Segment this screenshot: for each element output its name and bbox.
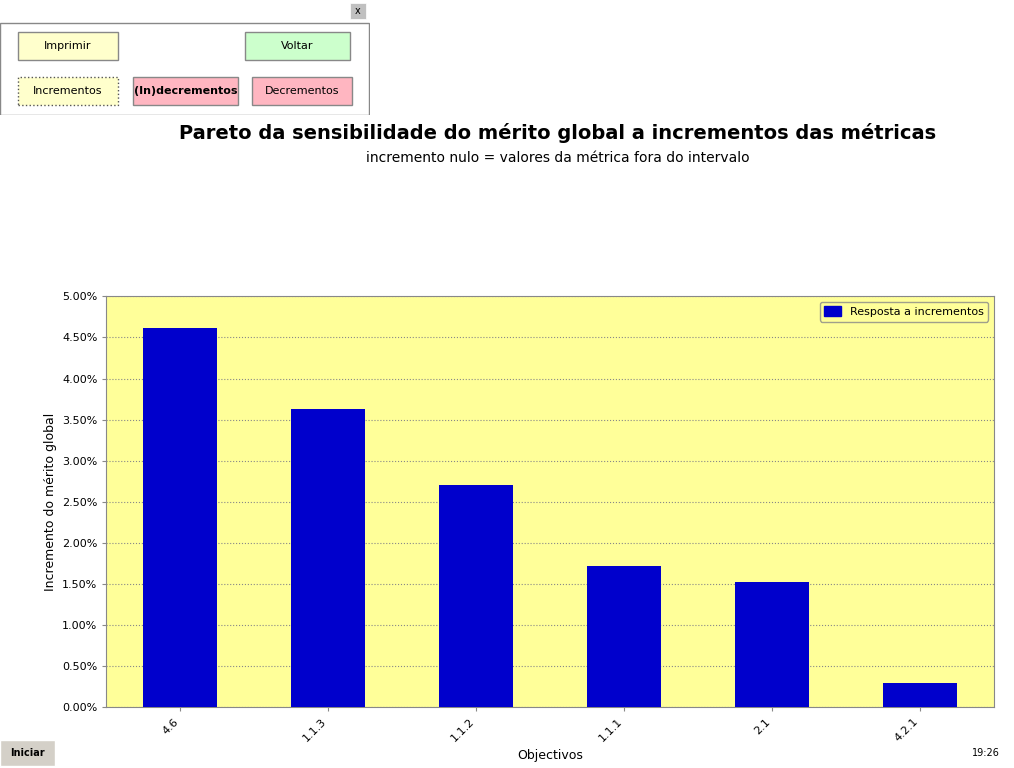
Text: Decrementos: Decrementos (265, 86, 340, 96)
Bar (735, 582, 809, 707)
Text: x: x (355, 6, 361, 16)
Bar (291, 409, 365, 707)
FancyBboxPatch shape (133, 77, 238, 105)
Text: incremento nulo = valores da métrica fora do intervalo: incremento nulo = valores da métrica for… (366, 151, 749, 165)
Text: Voltar: Voltar (281, 41, 313, 51)
Bar (350, 3, 366, 19)
FancyBboxPatch shape (252, 77, 352, 105)
Bar (0, 740, 55, 766)
Text: Incrementos: Incrementos (33, 86, 102, 96)
Bar (143, 329, 217, 707)
X-axis label: Objectivos: Objectivos (517, 749, 583, 762)
Y-axis label: Incremento do mérito global: Incremento do mérito global (44, 412, 57, 591)
Text: Iniciar: Iniciar (10, 748, 45, 758)
Bar (439, 485, 513, 707)
Text: Pareto da sensibilidade do mérito global a incrementos das métricas: Pareto da sensibilidade do mérito global… (179, 123, 936, 143)
FancyBboxPatch shape (18, 32, 118, 60)
FancyBboxPatch shape (18, 77, 118, 105)
Text: (In)decrementos: (In)decrementos (134, 86, 237, 96)
Text: Imprimir: Imprimir (45, 41, 91, 51)
Legend: Resposta a incrementos: Resposta a incrementos (820, 302, 989, 322)
Text: Gráficos da Sensibilidade: Gráficos da Sensibilidade (8, 6, 166, 16)
Bar (883, 683, 957, 707)
FancyBboxPatch shape (245, 32, 350, 60)
Text: 19:26: 19:26 (972, 748, 1000, 758)
Bar (587, 566, 661, 707)
